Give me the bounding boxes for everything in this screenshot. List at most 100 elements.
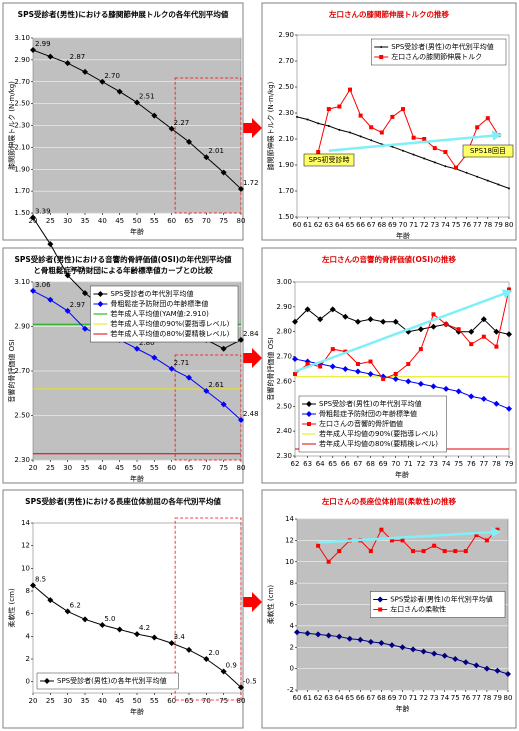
plot-area [296, 34, 510, 218]
data-label: 6.2 [70, 601, 81, 609]
y-tick-label: 1.70 [278, 187, 294, 195]
x-tick-label: 65 [185, 697, 194, 705]
x-tick-label: 35 [81, 464, 90, 472]
y-tick-label: 2.70 [276, 353, 292, 361]
data-point [420, 648, 427, 655]
legend-box [371, 38, 507, 66]
x-tick-label: 65 [185, 217, 194, 225]
data-point [455, 388, 462, 395]
x-tick-label: 20 [29, 217, 38, 225]
data-point [292, 318, 298, 325]
y-tick-label: 2.50 [14, 100, 30, 108]
data-point [30, 287, 36, 294]
data-label: 0.9 [226, 661, 237, 669]
x-tick-label: 60 [293, 694, 302, 702]
data-point [389, 538, 394, 543]
data-point [442, 549, 447, 554]
data-point [99, 78, 106, 85]
data-point [421, 549, 426, 554]
data-point [410, 646, 417, 653]
x-tick-label: 70 [202, 464, 211, 472]
legend-marker [307, 422, 311, 426]
data-point [317, 316, 324, 323]
data-point [134, 345, 140, 352]
y-axis-label: 柔軟性 (cm) [7, 588, 16, 628]
data-point [367, 316, 374, 323]
y-tick-label: 1.50 [14, 209, 30, 217]
data-point [317, 122, 320, 125]
data-point [238, 336, 244, 343]
data-point [82, 325, 88, 332]
chart-title: 左口さんの音響的骨評価値(OSI)の推移 [321, 254, 456, 264]
data-point [358, 113, 363, 118]
x-tick-label: 74 [442, 460, 451, 468]
data-point [494, 344, 499, 349]
data-point [379, 527, 384, 532]
x-tick-label: 55 [150, 217, 159, 225]
data-label: 2.99 [35, 40, 51, 48]
data-point [406, 362, 411, 367]
data-point [357, 636, 364, 643]
y-tick-label: 2.90 [276, 303, 292, 311]
y-tick-label: 2.50 [278, 83, 294, 91]
y-tick-label: 14 [285, 515, 294, 523]
data-point [354, 368, 361, 375]
x-axis-label: 年齢 [396, 704, 410, 713]
data-point [47, 241, 54, 248]
data-point [47, 597, 54, 604]
x-tick-label: 79 [493, 694, 502, 702]
data-label: 3.39 [35, 207, 51, 215]
y-tick-label: 2.90 [14, 56, 30, 64]
data-point [294, 629, 300, 636]
y-tick-label: 2.10 [278, 135, 294, 143]
x-tick-label: 77 [479, 460, 488, 468]
data-point [379, 130, 384, 135]
x-tick-label: 70 [202, 217, 211, 225]
data-point [401, 107, 405, 112]
highlight-box [174, 354, 242, 461]
data-point [468, 328, 475, 335]
x-tick-label: 55 [150, 464, 159, 472]
x-tick-label: 66 [356, 694, 365, 702]
data-point [367, 370, 374, 377]
data-point [418, 347, 423, 352]
data-label: 2.84 [243, 330, 259, 338]
data-label: 2.80 [139, 339, 155, 347]
data-point [399, 644, 406, 651]
data-point [422, 137, 427, 141]
x-axis-label: 年齢 [130, 227, 144, 236]
data-point [486, 179, 489, 182]
y-tick-label: 2.70 [14, 367, 30, 375]
data-point [506, 331, 512, 338]
data-point [465, 171, 468, 174]
data-point [342, 313, 349, 320]
x-tick-label: 70 [202, 697, 211, 705]
x-tick-label: 71 [409, 221, 418, 229]
data-label: 8.5 [35, 575, 46, 583]
data-point [326, 107, 331, 112]
data-point [367, 638, 374, 645]
x-tick-label: 80 [504, 694, 513, 702]
data-point [338, 128, 341, 131]
data-label: 2.87 [70, 53, 86, 61]
data-point [315, 631, 322, 638]
x-tick-label: 75 [452, 221, 461, 229]
data-point [292, 356, 298, 363]
x-tick-label: 63 [324, 694, 333, 702]
x-tick-label: 66 [356, 221, 365, 229]
x-tick-label: 72 [420, 221, 429, 229]
x-tick-label: 66 [341, 460, 350, 468]
x-tick-label: 77 [472, 694, 481, 702]
data-point [349, 131, 351, 134]
x-tick-label: 62 [291, 460, 300, 468]
y-tick-label: 2.30 [14, 456, 30, 464]
data-point [443, 385, 450, 392]
x-tick-label: 79 [505, 460, 514, 468]
data-point [47, 53, 54, 60]
legend-marker [97, 301, 104, 307]
data-label: 3.4 [174, 633, 186, 641]
y-tick-label: 0 [290, 665, 294, 673]
y-tick-label: 1.90 [14, 165, 30, 173]
x-tick-label: 69 [387, 694, 396, 702]
data-point [168, 125, 175, 132]
